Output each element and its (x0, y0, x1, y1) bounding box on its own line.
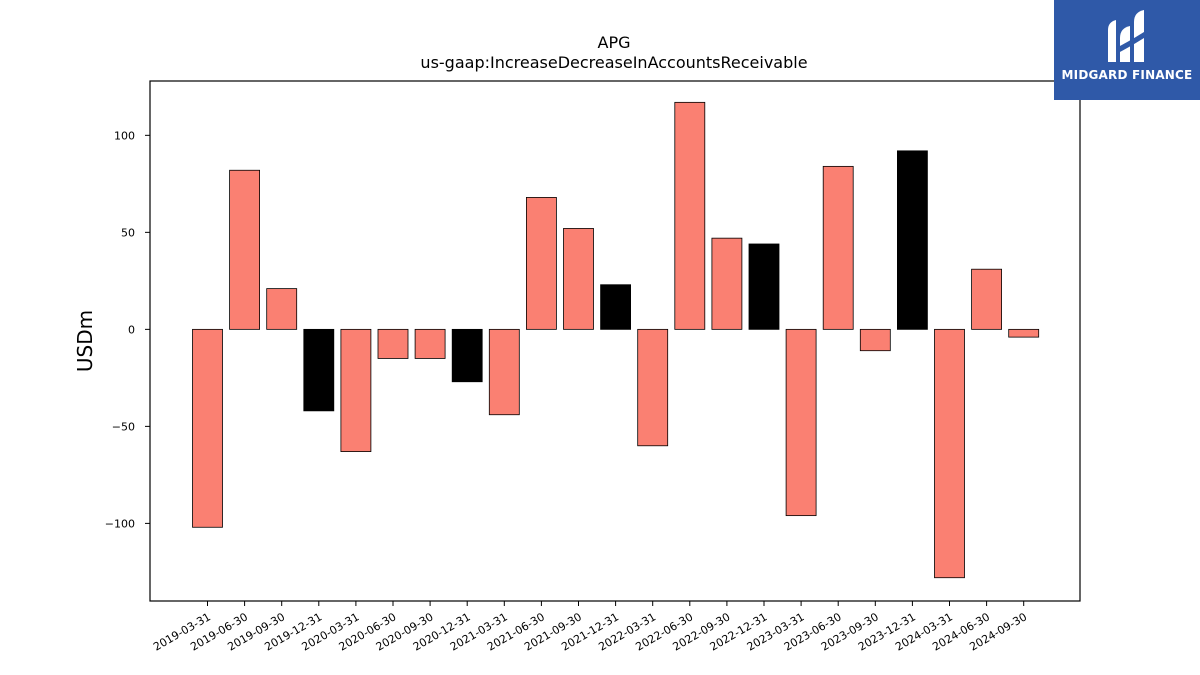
bar-2019-06-30 (229, 169, 261, 330)
bar-2023-06-30 (822, 165, 854, 330)
y-tick-label: −50 (112, 420, 135, 433)
y-tick-label: 50 (121, 226, 135, 239)
plot-frame (149, 80, 1081, 602)
bar-2020-03-31 (340, 328, 372, 452)
midgard-logo-icon (1108, 10, 1144, 62)
bar-2024-03-31 (934, 328, 965, 579)
bars-group (192, 101, 1040, 579)
bar-2019-03-31 (192, 328, 223, 528)
bar-2021-06-30 (526, 197, 557, 330)
y-axis-ticks: −100 −50 0 50 100 (105, 129, 150, 530)
bar-2022-03-31 (637, 328, 669, 447)
bar-2022-09-30 (711, 237, 743, 330)
bar-2020-09-30 (414, 328, 446, 359)
bar-2021-12-31 (600, 284, 631, 330)
chart-title: APG (598, 33, 631, 52)
brand-logo: MIDGARD FINANCE (1054, 0, 1200, 100)
bar-2019-09-30 (266, 288, 298, 330)
bar-2023-12-31 (897, 150, 928, 330)
y-tick-label: 100 (114, 129, 135, 142)
y-tick-label: −100 (105, 517, 135, 530)
bar-2024-06-30 (971, 268, 1002, 330)
bar-2024-09-30 (1008, 328, 1040, 338)
x-axis-ticks: 2019-03-312019-06-302019-09-302019-12-31… (151, 601, 1029, 654)
bar-2020-12-31 (451, 328, 483, 383)
y-tick-label: 0 (128, 323, 135, 336)
bar-2019-12-31 (303, 328, 335, 412)
brand-name: MIDGARD FINANCE (1061, 68, 1193, 82)
bar-2022-06-30 (674, 101, 706, 330)
y-axis-label: USDm (73, 310, 97, 372)
bar-2023-03-31 (785, 328, 817, 517)
bar-2021-09-30 (563, 228, 594, 330)
bar-2021-03-31 (488, 328, 520, 416)
bar-2023-09-30 (859, 328, 891, 352)
chart-subtitle: us-gaap:IncreaseDecreaseInAccountsReceiv… (420, 53, 807, 72)
bar-2022-12-31 (748, 243, 780, 330)
bar-2020-06-30 (377, 328, 409, 359)
